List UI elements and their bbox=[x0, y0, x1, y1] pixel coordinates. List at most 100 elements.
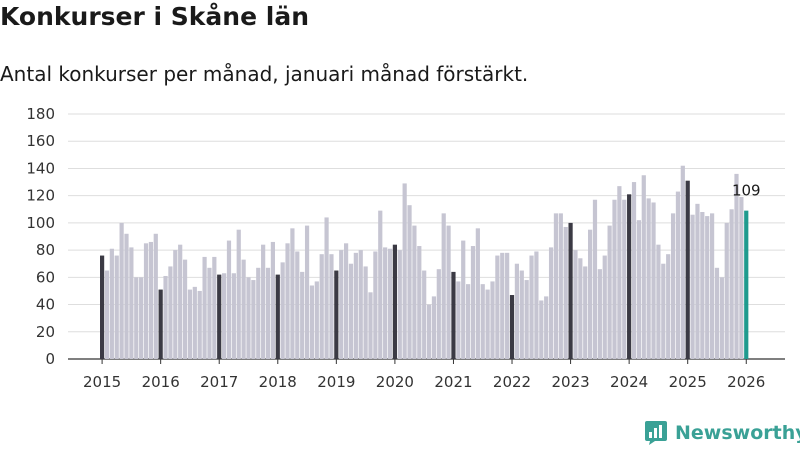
bar bbox=[744, 210, 749, 359]
bar bbox=[148, 241, 153, 359]
bar bbox=[602, 255, 607, 359]
bar bbox=[631, 182, 637, 359]
bar bbox=[710, 213, 715, 359]
newsworthy-brand: Newsworthy bbox=[644, 420, 800, 446]
bar bbox=[324, 217, 329, 359]
bar bbox=[329, 254, 334, 359]
bar bbox=[153, 233, 158, 359]
bar bbox=[451, 271, 456, 359]
bar bbox=[109, 248, 114, 359]
bar bbox=[700, 212, 705, 359]
bar bbox=[173, 250, 178, 359]
bar bbox=[300, 271, 305, 359]
x-tick-label: 2018 bbox=[259, 373, 297, 391]
bar bbox=[436, 269, 441, 359]
bar bbox=[426, 304, 432, 359]
bar bbox=[319, 254, 324, 359]
gridlines bbox=[68, 113, 785, 360]
bar bbox=[544, 296, 549, 359]
newsworthy-logo-icon bbox=[645, 421, 667, 445]
annotations: 109 bbox=[732, 182, 761, 200]
bar bbox=[280, 262, 285, 359]
chart-subtitle: Antal konkurser per månad, januari månad… bbox=[0, 62, 529, 86]
bar bbox=[446, 225, 451, 359]
x-tick-label: 2016 bbox=[142, 373, 180, 391]
y-tick-label: 80 bbox=[36, 241, 55, 259]
bar bbox=[192, 286, 197, 359]
bar bbox=[417, 246, 422, 359]
bar bbox=[168, 266, 173, 359]
y-tick-label: 180 bbox=[26, 105, 55, 123]
bar bbox=[558, 213, 563, 359]
bar bbox=[412, 225, 417, 359]
bar bbox=[422, 270, 427, 359]
bar bbox=[622, 199, 627, 359]
bar bbox=[441, 213, 446, 359]
bar bbox=[392, 244, 397, 359]
bar bbox=[231, 273, 236, 359]
bar bbox=[334, 270, 339, 359]
bar bbox=[378, 210, 383, 359]
bar bbox=[251, 280, 256, 359]
bar bbox=[539, 300, 544, 359]
y-axis: 0 20 40 60 80 100 120 140 160 180 bbox=[26, 105, 55, 368]
bar bbox=[197, 290, 202, 359]
bar bbox=[739, 197, 744, 359]
y-tick-label: 120 bbox=[26, 187, 55, 205]
bar bbox=[500, 252, 505, 359]
bar bbox=[139, 277, 144, 359]
bar bbox=[651, 202, 656, 359]
bar bbox=[612, 199, 617, 359]
bar bbox=[573, 250, 578, 359]
bar bbox=[236, 229, 241, 359]
bar bbox=[661, 263, 666, 359]
x-tick-label: 2022 bbox=[493, 373, 531, 391]
bar bbox=[583, 266, 588, 359]
bar bbox=[182, 259, 188, 359]
x-tick-label: 2021 bbox=[434, 373, 472, 391]
bar bbox=[578, 258, 583, 359]
data-label: 109 bbox=[732, 182, 761, 200]
x-tick-label: 2024 bbox=[610, 373, 648, 391]
bar bbox=[368, 292, 373, 359]
bar bbox=[524, 280, 529, 359]
bar bbox=[226, 240, 232, 359]
bar bbox=[275, 274, 280, 359]
brand-name: Newsworthy bbox=[675, 422, 800, 444]
bar bbox=[475, 228, 480, 359]
bar bbox=[285, 243, 290, 359]
bar bbox=[387, 248, 393, 359]
y-tick-label: 60 bbox=[36, 268, 55, 286]
x-tick-label: 2015 bbox=[83, 373, 121, 391]
bar bbox=[675, 191, 681, 359]
bar bbox=[588, 229, 593, 359]
bar bbox=[495, 255, 500, 359]
bar bbox=[163, 275, 168, 359]
bar bbox=[129, 247, 134, 359]
bar bbox=[304, 225, 310, 359]
bar bbox=[353, 252, 358, 359]
y-tick-label: 0 bbox=[45, 350, 55, 368]
bar bbox=[373, 251, 378, 359]
bar bbox=[358, 250, 363, 359]
bar bbox=[505, 252, 510, 359]
bar bbox=[143, 243, 149, 359]
bar bbox=[719, 277, 724, 359]
y-tick-label: 160 bbox=[26, 132, 55, 150]
bar bbox=[383, 247, 388, 359]
bar bbox=[534, 251, 539, 359]
bar bbox=[402, 183, 407, 359]
bar bbox=[568, 222, 573, 359]
bar bbox=[290, 228, 295, 359]
bar bbox=[431, 296, 437, 359]
bar bbox=[690, 214, 695, 359]
bar bbox=[695, 203, 700, 359]
bar bbox=[363, 266, 368, 359]
bar bbox=[670, 213, 676, 359]
x-tick-label: 2025 bbox=[669, 373, 707, 391]
bar bbox=[646, 198, 651, 359]
chart-title: Konkurser i Skåne län bbox=[0, 2, 309, 31]
y-tick-label: 40 bbox=[36, 296, 55, 314]
bar bbox=[187, 289, 193, 359]
